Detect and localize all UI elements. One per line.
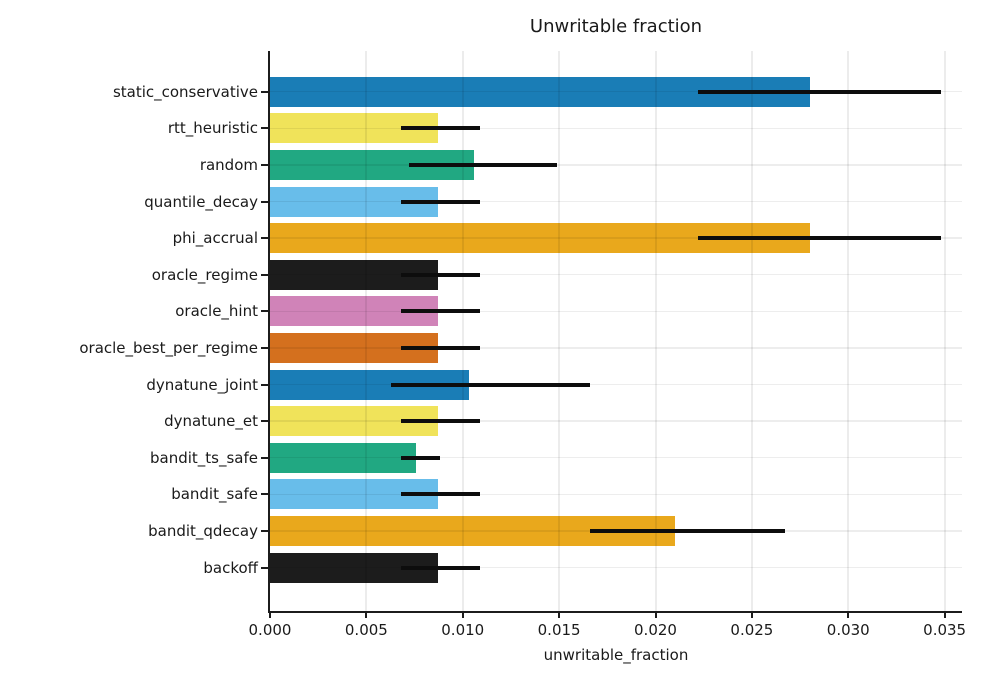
error-bar-bandit_ts_safe <box>401 455 440 460</box>
y-tick-label-backoff: backoff <box>203 558 258 577</box>
x-axis-spine <box>268 611 962 613</box>
y-tick-label-bandit_ts_safe: bandit_ts_safe <box>149 448 258 467</box>
gridline-horizontal <box>270 310 962 313</box>
gridline-horizontal <box>270 566 962 569</box>
chart-title: Unwritable fraction <box>529 16 703 37</box>
error-bar-oracle_best_per_regime <box>401 345 481 350</box>
x-tick-mark <box>558 611 561 618</box>
y-tick-label-dynatune_et: dynatune_et <box>164 412 258 431</box>
gridline-vertical <box>461 51 464 611</box>
y-tick-mark <box>261 310 268 313</box>
error-bar-dynatune_et <box>401 419 481 424</box>
x-tick-label: 0.000 <box>248 621 292 639</box>
x-axis-label: unwritable_fraction <box>543 646 689 664</box>
y-tick-mark <box>261 90 268 93</box>
gridline-vertical <box>847 51 850 611</box>
gridline-horizontal <box>270 420 962 422</box>
x-tick-mark <box>654 611 657 618</box>
y-tick-mark <box>261 456 268 459</box>
y-tick-label-static_conservative: static_conservative <box>112 82 258 101</box>
y-tick-mark <box>261 529 268 532</box>
error-bar-static_conservative <box>697 89 941 94</box>
y-tick-mark <box>261 566 268 569</box>
gridline-horizontal <box>270 90 962 93</box>
y-axis-spine <box>268 51 270 611</box>
error-bar-oracle_regime <box>401 272 481 277</box>
x-tick-mark <box>943 611 946 618</box>
error-bar-dynatune_joint <box>391 382 590 387</box>
y-tick-label-oracle_hint: oracle_hint <box>175 302 258 321</box>
gridline-vertical <box>365 51 368 611</box>
y-tick-label-bandit_qdecay: bandit_qdecay <box>148 521 258 540</box>
error-bar-random <box>408 162 558 167</box>
y-tick-mark <box>261 383 268 386</box>
y-tick-label-quantile_decay: quantile_decay <box>144 192 258 211</box>
gridline-horizontal <box>270 493 962 496</box>
y-tick-label-dynatune_joint: dynatune_joint <box>146 375 258 394</box>
x-tick-mark <box>750 611 753 618</box>
x-tick-mark <box>269 611 271 618</box>
y-tick-mark <box>261 420 268 423</box>
y-tick-mark <box>261 127 268 130</box>
y-tick-mark <box>261 346 268 349</box>
gridline-horizontal <box>270 347 962 349</box>
x-tick-mark <box>461 611 464 618</box>
y-tick-mark <box>261 493 268 496</box>
error-bar-rtt_heuristic <box>401 126 481 131</box>
gridline-horizontal <box>270 127 962 130</box>
y-tick-label-oracle_regime: oracle_regime <box>151 265 258 284</box>
error-bar-bandit_safe <box>401 492 481 497</box>
y-tick-mark <box>261 273 268 276</box>
x-tick-mark <box>847 611 850 618</box>
gridline-horizontal <box>270 456 962 459</box>
y-tick-mark <box>261 163 268 166</box>
x-tick-label: 0.015 <box>537 621 581 639</box>
gridline-vertical <box>654 51 657 611</box>
bar-bandit_ts_safe <box>270 442 417 473</box>
x-tick-label: 0.020 <box>634 621 677 639</box>
y-tick-label-bandit_safe: bandit_safe <box>171 485 258 504</box>
x-tick-label: 0.025 <box>730 621 774 639</box>
error-bar-backoff <box>401 565 481 570</box>
x-tick-label: 0.035 <box>923 621 967 639</box>
gridline-horizontal <box>270 273 962 276</box>
x-tick-label: 0.010 <box>441 621 485 639</box>
y-tick-mark <box>261 237 268 240</box>
y-tick-label-rtt_heuristic: rtt_heuristic <box>167 119 258 138</box>
gridline-horizontal <box>270 200 962 203</box>
y-tick-label-oracle_best_per_regime: oracle_best_per_regime <box>79 338 258 357</box>
gridline-horizontal <box>270 383 962 386</box>
gridline-vertical <box>943 51 946 611</box>
x-tick-label: 0.005 <box>344 621 388 639</box>
gridline-vertical <box>558 51 561 611</box>
error-bar-phi_accrual <box>697 236 941 241</box>
gridline-horizontal <box>270 164 962 166</box>
y-tick-mark <box>261 200 268 203</box>
y-tick-label-phi_accrual: phi_accrual <box>172 229 258 248</box>
x-tick-label: 0.030 <box>826 621 870 639</box>
error-bar-quantile_decay <box>401 199 481 204</box>
y-tick-label-random: random <box>199 155 258 174</box>
error-bar-oracle_hint <box>401 309 481 314</box>
plot-area <box>261 51 962 618</box>
x-tick-mark <box>365 611 368 618</box>
gridline-vertical <box>750 51 753 611</box>
gridline-horizontal <box>270 237 962 239</box>
error-bar-bandit_qdecay <box>589 528 785 533</box>
